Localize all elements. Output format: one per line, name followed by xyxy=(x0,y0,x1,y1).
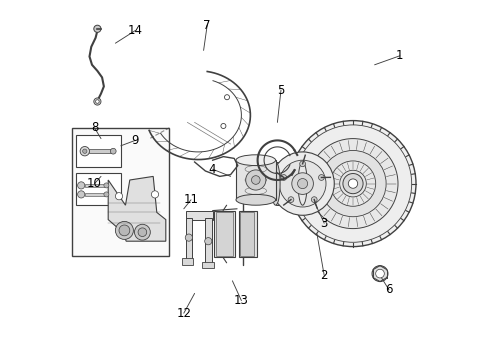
Circle shape xyxy=(330,161,376,206)
Circle shape xyxy=(308,139,398,229)
Circle shape xyxy=(318,175,324,180)
Circle shape xyxy=(110,148,116,154)
Circle shape xyxy=(94,98,101,105)
Circle shape xyxy=(292,173,314,194)
Circle shape xyxy=(311,197,317,202)
Circle shape xyxy=(251,176,260,184)
Circle shape xyxy=(104,183,109,188)
Circle shape xyxy=(119,225,130,236)
Bar xyxy=(76,135,121,167)
Text: 2: 2 xyxy=(320,269,328,282)
Ellipse shape xyxy=(236,194,275,205)
Bar xyxy=(202,262,214,268)
Circle shape xyxy=(221,123,226,129)
Text: 14: 14 xyxy=(128,24,143,37)
Circle shape xyxy=(83,149,87,153)
Text: 13: 13 xyxy=(234,294,249,307)
Circle shape xyxy=(346,176,360,191)
Circle shape xyxy=(116,193,122,200)
Circle shape xyxy=(185,234,193,241)
Bar xyxy=(205,218,212,263)
Text: 6: 6 xyxy=(385,283,393,296)
Circle shape xyxy=(372,266,388,282)
Bar xyxy=(76,173,121,205)
Bar xyxy=(90,149,111,153)
Text: 7: 7 xyxy=(203,19,211,32)
Circle shape xyxy=(77,191,85,198)
Ellipse shape xyxy=(271,162,280,205)
Circle shape xyxy=(271,152,334,215)
Circle shape xyxy=(134,224,150,240)
Text: 12: 12 xyxy=(176,307,191,320)
Text: 5: 5 xyxy=(277,84,285,96)
Bar xyxy=(186,218,192,259)
Text: 10: 10 xyxy=(87,177,102,190)
Circle shape xyxy=(343,174,363,194)
Circle shape xyxy=(288,197,294,202)
Circle shape xyxy=(320,150,386,217)
Circle shape xyxy=(294,125,412,242)
Circle shape xyxy=(224,95,229,100)
Bar xyxy=(72,128,170,256)
Circle shape xyxy=(297,179,308,189)
Circle shape xyxy=(348,179,358,188)
Bar xyxy=(239,211,257,257)
Circle shape xyxy=(104,192,109,197)
Circle shape xyxy=(245,170,266,190)
Bar xyxy=(216,212,233,256)
Circle shape xyxy=(279,160,326,207)
Circle shape xyxy=(376,269,384,278)
Bar xyxy=(236,160,275,200)
Circle shape xyxy=(340,170,367,197)
Circle shape xyxy=(96,100,99,103)
Text: 1: 1 xyxy=(396,49,404,62)
Circle shape xyxy=(151,191,159,198)
Circle shape xyxy=(290,121,416,247)
Bar xyxy=(186,211,213,220)
Ellipse shape xyxy=(236,155,275,166)
Circle shape xyxy=(77,182,85,189)
Circle shape xyxy=(300,161,305,167)
Text: 3: 3 xyxy=(320,217,328,230)
Bar xyxy=(85,193,104,196)
Text: 8: 8 xyxy=(91,121,98,134)
Text: 9: 9 xyxy=(131,134,139,147)
Text: 4: 4 xyxy=(209,163,217,176)
Bar xyxy=(275,162,303,205)
Circle shape xyxy=(116,221,133,239)
Bar xyxy=(215,211,235,257)
Polygon shape xyxy=(108,176,166,241)
Circle shape xyxy=(94,25,101,32)
Circle shape xyxy=(205,238,212,245)
Circle shape xyxy=(138,228,147,237)
Circle shape xyxy=(281,175,287,180)
Bar xyxy=(240,212,254,256)
Circle shape xyxy=(80,147,90,156)
Bar xyxy=(182,258,193,265)
Text: 11: 11 xyxy=(183,193,198,206)
Bar xyxy=(85,184,104,187)
Ellipse shape xyxy=(298,162,307,205)
